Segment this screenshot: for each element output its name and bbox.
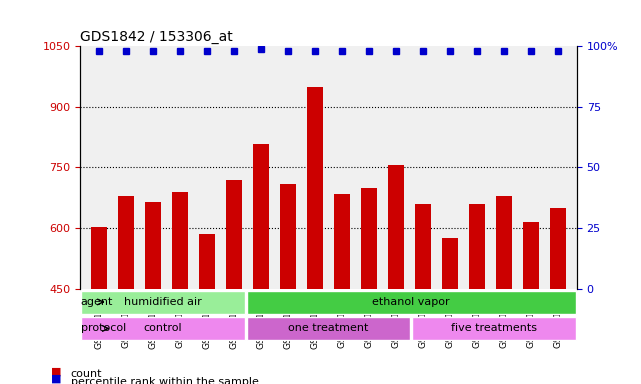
Text: ethanol vapor: ethanol vapor <box>372 297 450 307</box>
Text: GDS1842 / 153306_at: GDS1842 / 153306_at <box>80 30 233 44</box>
Bar <box>361 188 377 289</box>
Text: count: count <box>71 369 102 379</box>
Text: agent: agent <box>81 297 113 307</box>
Bar <box>280 184 296 289</box>
Bar <box>199 234 215 289</box>
Bar <box>469 204 485 289</box>
Bar <box>496 196 512 289</box>
Bar <box>307 86 323 289</box>
Bar <box>388 166 404 289</box>
Bar <box>415 204 431 289</box>
Text: one treatment: one treatment <box>288 323 369 333</box>
Text: five treatments: five treatments <box>451 323 537 333</box>
Bar <box>172 192 188 289</box>
Bar <box>253 144 269 289</box>
Bar <box>226 180 242 289</box>
FancyBboxPatch shape <box>81 291 245 314</box>
Bar <box>550 208 566 289</box>
Text: control: control <box>144 323 182 333</box>
Text: ■: ■ <box>51 374 62 384</box>
Bar <box>334 194 350 289</box>
Bar <box>91 227 107 289</box>
FancyBboxPatch shape <box>412 317 576 341</box>
Bar <box>442 238 458 289</box>
FancyBboxPatch shape <box>247 317 410 341</box>
Text: protocol: protocol <box>81 323 126 333</box>
FancyBboxPatch shape <box>247 291 576 314</box>
Text: humidified air: humidified air <box>124 297 202 307</box>
Bar <box>118 196 134 289</box>
FancyBboxPatch shape <box>81 317 245 341</box>
Bar <box>523 222 539 289</box>
Text: ■: ■ <box>51 366 62 376</box>
Bar <box>145 202 161 289</box>
Text: percentile rank within the sample: percentile rank within the sample <box>71 377 258 384</box>
